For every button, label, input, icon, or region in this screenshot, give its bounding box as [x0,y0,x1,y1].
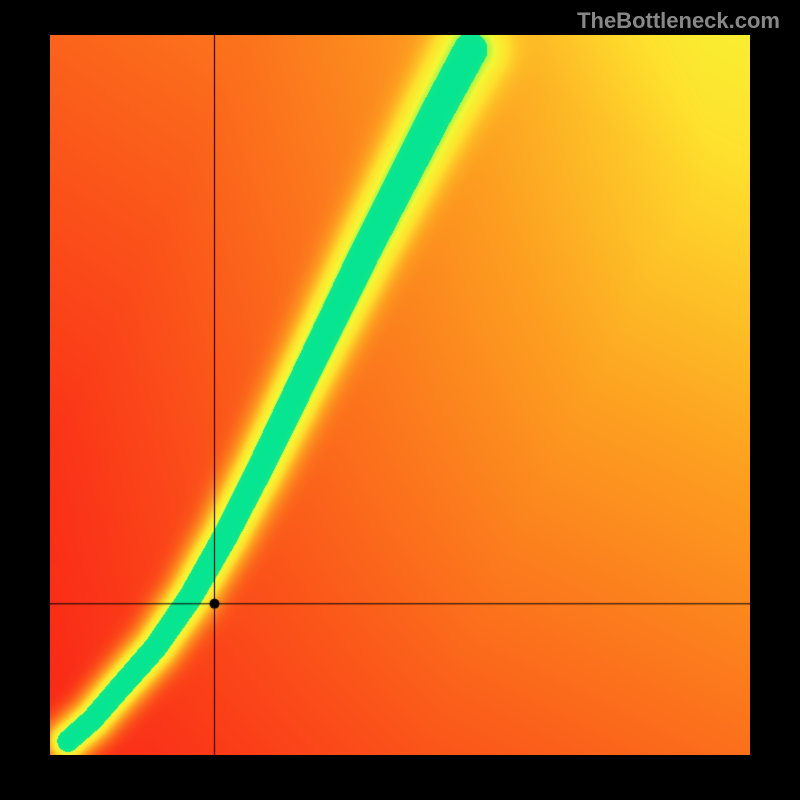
heatmap-plot [50,35,750,755]
crosshair-overlay [50,35,750,755]
watermark-text: TheBottleneck.com [577,8,780,34]
